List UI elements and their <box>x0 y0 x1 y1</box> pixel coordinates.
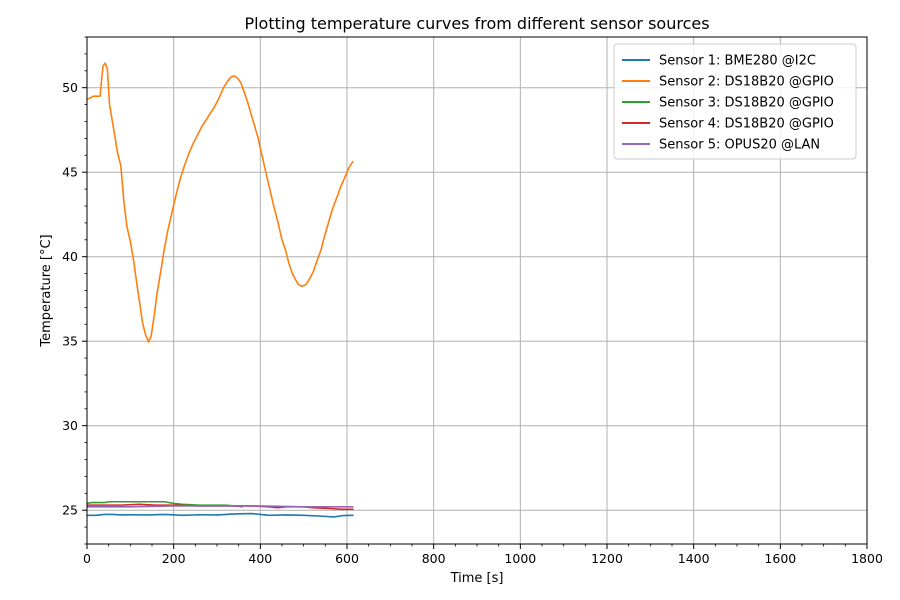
x-tick-label: 600 <box>335 551 359 566</box>
legend-label-4: Sensor 4: DS18B20 @GPIO <box>659 117 834 132</box>
x-axis-label: Time [s] <box>450 571 504 586</box>
x-tick-label: 400 <box>248 551 272 566</box>
series-line-3 <box>86 500 244 508</box>
y-tick-label: 35 <box>62 334 78 349</box>
y-tick-label: 25 <box>62 503 78 518</box>
series-line-5 <box>87 505 354 508</box>
x-tick-label: 1800 <box>851 551 883 566</box>
x-tick-label: 1600 <box>764 551 796 566</box>
legend: Sensor 1: BME280 @I2C Sensor 2: DS18B20 @… <box>613 43 857 160</box>
legend-label-2: Sensor 2: DS18B20 @GPIO <box>659 75 834 90</box>
y-tick-label: 30 <box>62 418 78 433</box>
series-line-2 <box>86 62 354 343</box>
y-tick-label: 45 <box>62 165 78 180</box>
legend-label-3: Sensor 3: DS18B20 @GPIO <box>659 96 834 111</box>
axis-ticks: 0 200 400 600 800 1000 1200 1400 1600 1800 25 30 35 4… <box>62 36 883 566</box>
x-tick-label: 1000 <box>504 551 536 566</box>
x-tick-label: 0 <box>83 551 91 566</box>
legend-box <box>613 43 857 160</box>
x-tick-label: 800 <box>422 551 446 566</box>
x-tick-label: 1200 <box>591 551 623 566</box>
legend-label-5: Sensor 5: OPUS20 @LAN <box>659 138 820 153</box>
y-tick-label: 50 <box>62 80 78 95</box>
chart-title: Plotting temperature curves from differe… <box>244 14 709 33</box>
y-tick-label: 40 <box>62 249 78 264</box>
x-tick-label: 1400 <box>678 551 710 566</box>
y-axis-label: Temperature [°C] <box>39 234 54 347</box>
x-tick-label: 200 <box>162 551 186 566</box>
series-layer <box>86 62 354 518</box>
legend-label-1: Sensor 1: BME280 @I2C <box>659 54 816 69</box>
series-line-1 <box>87 512 354 518</box>
